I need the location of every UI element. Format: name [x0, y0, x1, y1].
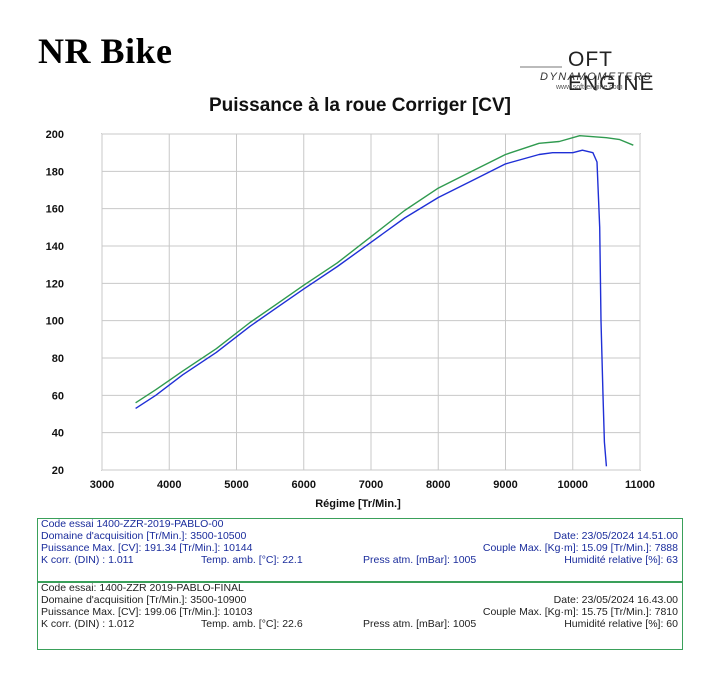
y-ticks: 20 40 60 80 100 120 140 160 180 200 — [46, 129, 64, 477]
series-line-1 — [135, 149, 608, 467]
x-tick-label: 11000 — [625, 479, 655, 491]
logo-line-3: www.soft-engine.com — [556, 84, 623, 91]
logo-line-1: OFT ENGINE — [568, 48, 655, 95]
chart-title: Puissance à la roue Corriger [CV] — [209, 95, 511, 116]
y-tick-label: 80 — [52, 353, 64, 365]
y-tick-label: 100 — [46, 316, 64, 328]
logo-line-2: DYNAMOMETERS — [540, 71, 653, 83]
x-tick-label: 10000 — [557, 479, 588, 491]
test2-humidity: Humidité relative [%]: 60 — [564, 618, 678, 630]
test2-pressure: Press atm. [mBar]: 1005 — [363, 618, 477, 630]
y-tick-label: 20 — [52, 465, 64, 477]
logo-bar — [520, 66, 562, 68]
x-axis-label: Régime [Tr/Min.] — [315, 498, 401, 510]
series-line-2 — [135, 135, 634, 404]
y-tick-label: 140 — [46, 241, 64, 253]
test1-torque: Couple Max. [Kg·m]: 15.09 [Tr/Min.]: 788… — [482, 542, 678, 554]
y-tick-label: 160 — [46, 204, 64, 216]
y-tick-label: 120 — [46, 278, 64, 290]
test2-power: Puissance Max. [CV]: 199.06 [Tr/Min.]: 1… — [41, 606, 253, 618]
test2-temp: Temp. amb. [°C]: 22.6 — [201, 618, 303, 630]
test1-power: Puissance Max. [CV]: 191.34 [Tr/Min.]: 1… — [41, 542, 253, 554]
test1-humidity: Humidité relative [%]: 63 — [564, 554, 678, 566]
test1-domain: Domaine d'acquisition [Tr/Min.]: 3500-10… — [41, 530, 247, 542]
y-tick-label: 60 — [52, 390, 64, 402]
test2-code: Code essai: 1400-ZZR 2019-PABLO-FINAL — [41, 582, 244, 594]
test2-domain: Domaine d'acquisition [Tr/Min.]: 3500-10… — [41, 594, 247, 606]
series-lines — [135, 135, 634, 467]
x-tick-label: 9000 — [493, 479, 517, 491]
test1-date: Date: 23/05/2024 14.51.00 — [553, 530, 678, 542]
test2-kcorr: K corr. (DIN) : 1.012 — [41, 618, 135, 630]
x-tick-label: 5000 — [224, 479, 248, 491]
test1-temp: Temp. amb. [°C]: 22.1 — [201, 554, 303, 566]
x-tick-label: 7000 — [359, 479, 383, 491]
y-tick-label: 180 — [46, 166, 64, 178]
test-info-box-1: Code essai 1400-ZZR-2019-PABLO-00 Domain… — [37, 518, 683, 582]
test1-code: Code essai 1400-ZZR-2019-PABLO-00 — [41, 518, 224, 530]
x-ticks: 3000 4000 5000 6000 7000 8000 9000 10000 11000 — [90, 479, 655, 491]
x-tick-label: 6000 — [292, 479, 316, 491]
y-tick-label: 200 — [46, 129, 64, 141]
y-tick-label: 40 — [52, 428, 64, 440]
test2-torque: Couple Max. [Kg·m]: 15.75 [Tr/Min.]: 781… — [482, 606, 678, 618]
test1-pressure: Press atm. [mBar]: 1005 — [363, 554, 477, 566]
test1-kcorr: K corr. (DIN) : 1.011 — [41, 554, 134, 566]
x-tick-label: 4000 — [157, 479, 181, 491]
x-tick-label: 3000 — [90, 479, 114, 491]
soft-engine-logo: OFT ENGINE DYNAMOMETERS www.soft-engine.… — [520, 48, 690, 98]
brand-title: NR Bike — [38, 31, 173, 71]
grid-lines — [101, 133, 641, 471]
x-tick-label: 8000 — [426, 479, 450, 491]
test2-date: Date: 23/05/2024 16.43.00 — [553, 594, 678, 606]
test-info-box-2: Code essai: 1400-ZZR 2019-PABLO-FINAL Do… — [37, 582, 683, 650]
